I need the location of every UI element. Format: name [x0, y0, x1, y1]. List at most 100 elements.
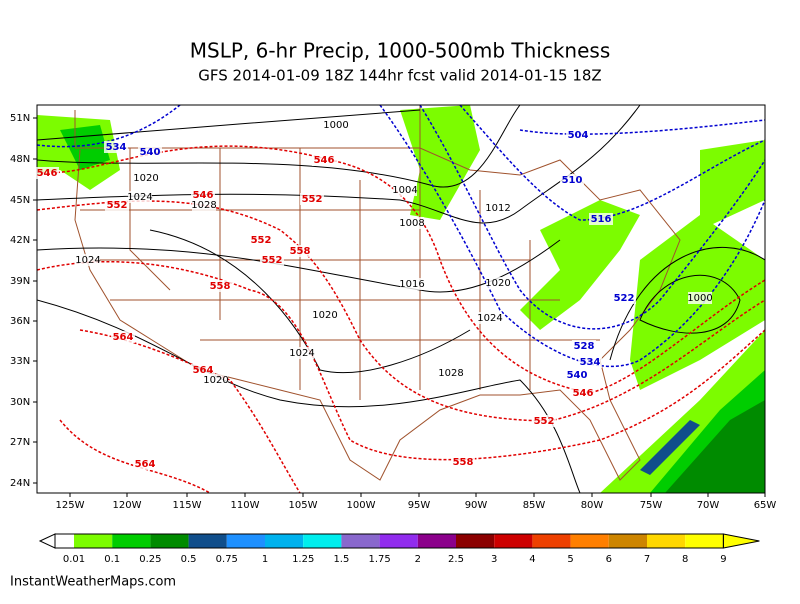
contour-label-bg [260, 254, 284, 266]
contour-label: 1000 [687, 293, 712, 304]
lon-label: 115W [173, 500, 202, 511]
contour-label-bg [312, 154, 336, 166]
contour-label-bg [400, 278, 424, 290]
colorbar-swatch [608, 534, 647, 548]
colorbar-label: 3 [491, 554, 497, 565]
lon-label: 100W [347, 500, 376, 511]
contour-label-bg [249, 234, 273, 246]
contour-label-bg [612, 292, 636, 304]
contour-label: 522 [614, 293, 635, 304]
contour-label: 516 [591, 214, 612, 225]
contour-label: 540 [567, 370, 588, 381]
lon-label: 110W [231, 500, 260, 511]
lon-label: 65W [754, 500, 777, 511]
contour-label-bg [578, 356, 602, 368]
contour-label: 1020 [133, 173, 158, 184]
contour-label-bg [111, 331, 135, 343]
contour-label: 504 [568, 130, 589, 141]
isobars [37, 105, 765, 493]
contour-label-bg [486, 277, 510, 289]
contour-label: 534 [580, 357, 601, 368]
contour-label: 1028 [438, 368, 463, 379]
colorbar-label: 2.5 [448, 554, 464, 565]
contour-label-bg [324, 119, 348, 131]
colorbar-label: 0.5 [181, 554, 197, 565]
lon-label: 75W [640, 500, 663, 511]
contour-label-bg [128, 191, 152, 203]
contour-label: 546 [37, 168, 58, 179]
contour-label-bg [313, 309, 337, 321]
colorbar-swatch [647, 534, 686, 548]
contour-label-bg [138, 146, 162, 158]
colorbar-pad [55, 534, 74, 548]
lat-label: 39N [10, 276, 30, 287]
contour-label-bg [393, 184, 417, 196]
colorbar-label: 4 [529, 554, 535, 565]
contour-label: 1012 [485, 203, 510, 214]
contour-label-bg [532, 415, 556, 427]
contour-label: 1020 [203, 375, 228, 386]
lat-label: 36N [10, 316, 30, 327]
contour-label-bg [688, 292, 712, 304]
contour-label: 552 [302, 194, 323, 205]
colorbar-swatch [456, 534, 495, 548]
contour-label: 1020 [485, 278, 510, 289]
lat-label: 45N [10, 195, 30, 206]
contour-label: 552 [534, 416, 555, 427]
contour-label-bg [486, 202, 510, 214]
colorbar-label: 8 [682, 554, 688, 565]
lat-label: 27N [10, 437, 30, 448]
lat-label: 30N [10, 397, 30, 408]
contour-label: 552 [107, 200, 128, 211]
contour-label-bg [104, 141, 128, 153]
contour-label: 528 [574, 341, 595, 352]
contour-label: 552 [262, 255, 283, 266]
colorbar-swatch [685, 534, 724, 548]
contour-label: 546 [193, 190, 214, 201]
map-frame [36, 104, 766, 494]
contour-label-bg [451, 456, 475, 468]
colorbar-swatch [570, 534, 609, 548]
contour-label: 1016 [399, 279, 424, 290]
colorbar-frame [54, 533, 724, 549]
contour-label: 558 [210, 281, 231, 292]
colorbar-swatch [188, 534, 227, 548]
title: MSLP, 6-hr Precip, 1000-500mb Thickness [190, 39, 611, 63]
lon-label: 95W [408, 500, 431, 511]
lat-label: 24N [10, 478, 30, 489]
map-layers [37, 105, 765, 493]
contour-label: 1000 [323, 120, 348, 131]
contour-label-bg [478, 312, 502, 324]
credit: InstantWeatherMaps.com [10, 575, 176, 590]
contour-label: 564 [135, 459, 156, 470]
contour-label-bg [300, 193, 324, 205]
borders [74, 105, 681, 481]
colorbar-high-end [722, 533, 760, 549]
contour-label: 1024 [289, 348, 314, 359]
colorbar-swatch [494, 534, 533, 548]
contour-label: 510 [562, 175, 583, 186]
contour-label-bg [204, 374, 228, 386]
colorbar-swatch [379, 534, 418, 548]
lat-label: 33N [10, 356, 30, 367]
colorbar-label: 6 [606, 554, 612, 565]
contour-label: 1024 [477, 313, 502, 324]
contour-label: 564 [193, 365, 214, 376]
lon-label: 120W [113, 500, 142, 511]
colorbar-swatch [341, 534, 380, 548]
colorbar-label: 0.1 [104, 554, 120, 565]
colorbar-label: 1 [262, 554, 268, 565]
lat-label: 51N [10, 113, 30, 124]
contour-label: 534 [106, 142, 127, 153]
colorbar-label: 2 [415, 554, 421, 565]
lon-label: 70W [697, 500, 720, 511]
colorbar-label: 9 [720, 554, 726, 565]
colorbar-label: 1.75 [368, 554, 390, 565]
contour-label-bg [105, 199, 129, 211]
contour-label-bg [565, 369, 589, 381]
lon-label: 105W [289, 500, 318, 511]
colorbar-swatch [150, 534, 189, 548]
contour-label: 1024 [75, 255, 100, 266]
thickness-warm [37, 145, 765, 493]
